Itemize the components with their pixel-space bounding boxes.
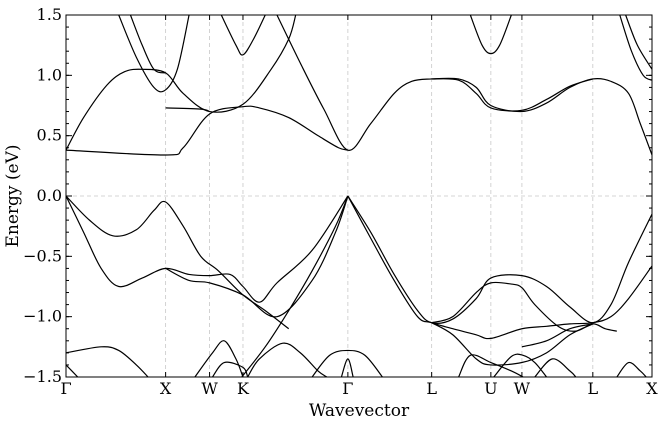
x-tick-label: Γ <box>342 379 353 398</box>
x-axis-label: Wavevector <box>309 401 410 421</box>
energy-band-line <box>194 340 244 377</box>
energy-band-line <box>66 105 349 156</box>
energy-band-line <box>66 195 290 330</box>
energy-band-line <box>469 15 512 55</box>
grid-layer <box>66 15 652 377</box>
x-tick-label: U <box>484 379 497 398</box>
x-tick-label: L <box>426 379 437 398</box>
energy-band-line <box>247 342 328 377</box>
tick-layer <box>65 14 653 378</box>
energy-band-line <box>493 353 547 377</box>
energy-band-line <box>347 195 652 324</box>
y-tick-label: 1.5 <box>37 5 62 24</box>
energy-band-line <box>431 281 617 332</box>
energy-band-line <box>165 107 210 113</box>
y-tick-label: −1.5 <box>23 367 62 386</box>
y-tick-label: 0.0 <box>37 186 62 205</box>
energy-band-line <box>619 15 652 81</box>
energy-band-line <box>311 349 383 377</box>
energy-band-line <box>431 322 594 366</box>
x-tick-label: K <box>237 379 250 398</box>
energy-band-line <box>534 358 577 377</box>
energy-band-line <box>347 195 652 340</box>
y-tick-label: −1.0 <box>23 307 62 326</box>
x-tick-label: X <box>160 379 172 398</box>
energy-band-line <box>66 15 297 151</box>
x-tick-label: W <box>201 379 218 398</box>
y-tick-label: 0.5 <box>37 126 62 145</box>
y-tick-label: 1.0 <box>37 65 62 84</box>
x-tick-label: X <box>646 379 658 398</box>
energy-band-line <box>625 15 652 70</box>
energy-band-line <box>129 15 166 74</box>
x-tick-label: L <box>588 379 599 398</box>
energy-band-line <box>521 323 593 348</box>
energy-band-line <box>220 15 266 56</box>
x-tick-label: Γ <box>60 379 71 398</box>
energy-band-line <box>118 15 190 93</box>
energy-band-line <box>616 361 647 377</box>
energy-band-line <box>276 15 652 156</box>
energy-band-line <box>66 364 79 377</box>
energy-band-line <box>66 195 349 303</box>
energy-band-line <box>241 195 349 377</box>
band-layer <box>66 15 652 377</box>
x-tick-label: W <box>514 379 531 398</box>
energy-band-line <box>431 78 593 112</box>
energy-band-line <box>165 195 349 318</box>
energy-band-line <box>66 346 149 377</box>
y-tick-label: −0.5 <box>23 246 62 265</box>
y-tick-labels: 1.5 1.0 0.5 0.0 −0.5 −1.0 −1.5 <box>23 5 62 386</box>
y-axis-label: Energy (eV) <box>3 144 23 247</box>
energy-band-line <box>458 354 524 377</box>
energy-band-line <box>340 358 354 377</box>
energy-band-line <box>212 361 249 377</box>
